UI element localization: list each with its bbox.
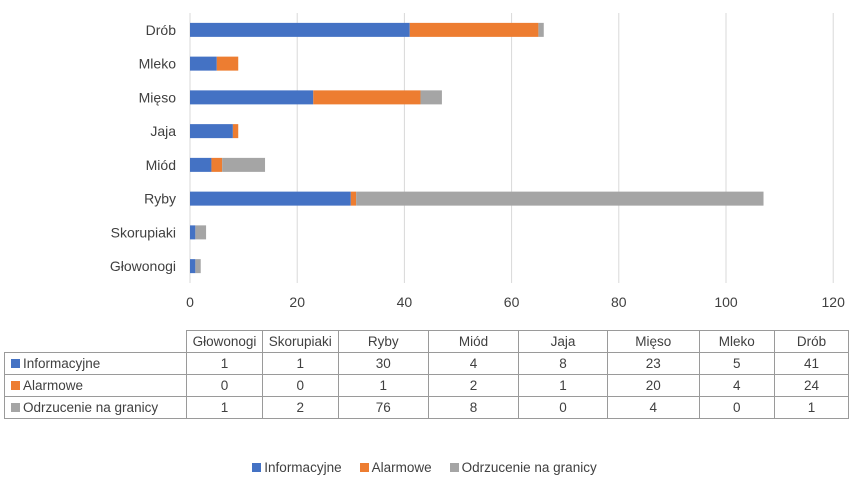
table-cell: 30	[337, 352, 429, 375]
table-cell: 0	[261, 374, 339, 397]
legend-swatch	[449, 463, 459, 472]
bar-informacyjne-jaja	[190, 124, 233, 139]
stacked-bar-chart: Głowonogi Skorupiaki Ryby Miód Jaja Mięso Mlek…	[110, 13, 845, 310]
table-cell: 1	[261, 352, 339, 375]
legend-item: Alarmowe	[359, 460, 432, 475]
bar-odrzucenie-na-granicy-mieso	[420, 90, 442, 105]
x-axis-ticks: 0 20 40 60 80 100 120	[186, 294, 845, 310]
series-name: Alarmowe	[23, 378, 84, 393]
x-tick-label: 60	[504, 294, 520, 310]
table-cell: 0	[517, 396, 608, 419]
series-key-swatch	[11, 381, 20, 390]
legend-label: Alarmowe	[371, 460, 432, 475]
table-cell: 1	[337, 374, 429, 397]
bar-informacyjne-mleko	[190, 56, 217, 71]
series-key-swatch	[11, 359, 20, 368]
category-label: Ryby	[144, 191, 176, 207]
series-key-swatch	[11, 403, 20, 412]
table-cell: 2	[427, 374, 519, 397]
table-column-header: Jaja	[517, 330, 608, 353]
table-cell: 0	[698, 396, 776, 419]
category-label: Drób	[146, 22, 177, 38]
x-tick-label: 80	[611, 294, 627, 310]
category-label: Skorupiaki	[111, 224, 176, 240]
table-cell: 1	[186, 396, 263, 419]
table-column-header: Miód	[427, 330, 519, 353]
x-tick-label: 40	[397, 294, 413, 310]
table-cell: 1	[186, 352, 263, 375]
bars	[190, 22, 764, 274]
table-column-header: Mięso	[606, 330, 700, 353]
table-column-header: Drób	[774, 330, 849, 353]
series-name: Odrzucenie na granicy	[23, 400, 159, 415]
bar-odrzucenie-na-granicy-drob	[538, 22, 544, 37]
table-cell: 4	[427, 352, 519, 375]
table-cell: 1	[517, 374, 608, 397]
table-column-header: Skorupiaki	[261, 330, 339, 353]
category-label: Miód	[146, 157, 176, 173]
bar-informacyjne-glowonogi	[190, 259, 196, 274]
bar-alarmowe-mleko	[216, 56, 239, 71]
legend-swatch	[252, 463, 262, 472]
table-row: Informacyjne 1 1 30 4 8 23 5 41	[3, 352, 849, 375]
bar-alarmowe-mieso	[313, 90, 421, 105]
table-cell: 2	[261, 396, 339, 419]
bar-alarmowe-ryby	[350, 191, 357, 206]
table-row-header: Odrzucenie na granicy	[3, 396, 188, 419]
table-column-header: Głowonogi	[186, 330, 263, 353]
table-cell: 4	[698, 374, 776, 397]
legend-swatch	[359, 463, 369, 472]
category-label: Mleko	[139, 56, 177, 72]
table-cell: 20	[606, 374, 700, 397]
legend-label: Informacyjne	[264, 460, 342, 475]
legend-item: Informacyjne	[252, 460, 342, 475]
bar-informacyjne-skorupiaki	[190, 225, 196, 240]
bar-odrzucenie-na-granicy-glowonogi	[195, 259, 201, 274]
bar-alarmowe-jaja	[232, 124, 239, 139]
bar-informacyjne-ryby	[190, 191, 351, 206]
data-table: Głowonogi Skorupiaki Ryby Miód Jaja Mięso Mlek…	[3, 330, 849, 419]
table-column-header: Mleko	[698, 330, 776, 353]
legend-item: Odrzucenie na granicy	[449, 460, 597, 475]
bar-alarmowe-miod	[211, 157, 223, 172]
category-label: Głowonogi	[110, 258, 176, 274]
table-cell: 76	[337, 396, 429, 419]
table-cell: 8	[427, 396, 519, 419]
table-cell: 0	[186, 374, 263, 397]
table-row-header: Alarmowe	[3, 374, 188, 397]
legend-label: Odrzucenie na granicy	[461, 460, 597, 475]
table-cell: 4	[606, 396, 700, 419]
table-cell: 8	[517, 352, 608, 375]
gridlines	[189, 13, 834, 283]
table-row-header: Informacyjne	[3, 352, 188, 375]
x-tick-label: 120	[822, 294, 846, 310]
category-label: Mięso	[139, 89, 177, 105]
table-row: Odrzucenie na granicy 1 2 76 8 0 4 0 1	[3, 396, 849, 419]
bar-informacyjne-mieso	[190, 90, 314, 105]
category-labels: Głowonogi Skorupiaki Ryby Miód Jaja Mięso Mlek…	[110, 22, 176, 274]
table-header-row: Głowonogi Skorupiaki Ryby Miód Jaja Mięso Mlek…	[4, 330, 849, 353]
x-tick-label: 20	[289, 294, 305, 310]
bar-odrzucenie-na-granicy-miod	[222, 157, 266, 172]
bar-alarmowe-drob	[409, 22, 539, 37]
table-cell: 1	[774, 396, 849, 419]
x-tick-label: 0	[186, 294, 194, 310]
table-corner	[4, 330, 188, 353]
series-name: Informacyjne	[23, 356, 101, 371]
bar-informacyjne-miod	[190, 157, 212, 172]
bar-odrzucenie-na-granicy-skorupiaki	[195, 225, 207, 240]
table-cell: 24	[774, 374, 849, 397]
bar-informacyjne-drob	[190, 22, 410, 37]
table-cell: 41	[774, 352, 849, 375]
table-cell: 23	[606, 352, 700, 375]
bar-odrzucenie-na-granicy-ryby	[356, 191, 764, 206]
table-column-header: Ryby	[337, 330, 429, 353]
table-row: Alarmowe 0 0 1 2 1 20 4 24	[3, 374, 849, 397]
category-label: Jaja	[150, 123, 176, 139]
table-cell: 5	[698, 352, 776, 375]
legend: Informacyjne Alarmowe Odrzucenie na granic…	[0, 460, 849, 475]
x-tick-label: 100	[714, 294, 738, 310]
